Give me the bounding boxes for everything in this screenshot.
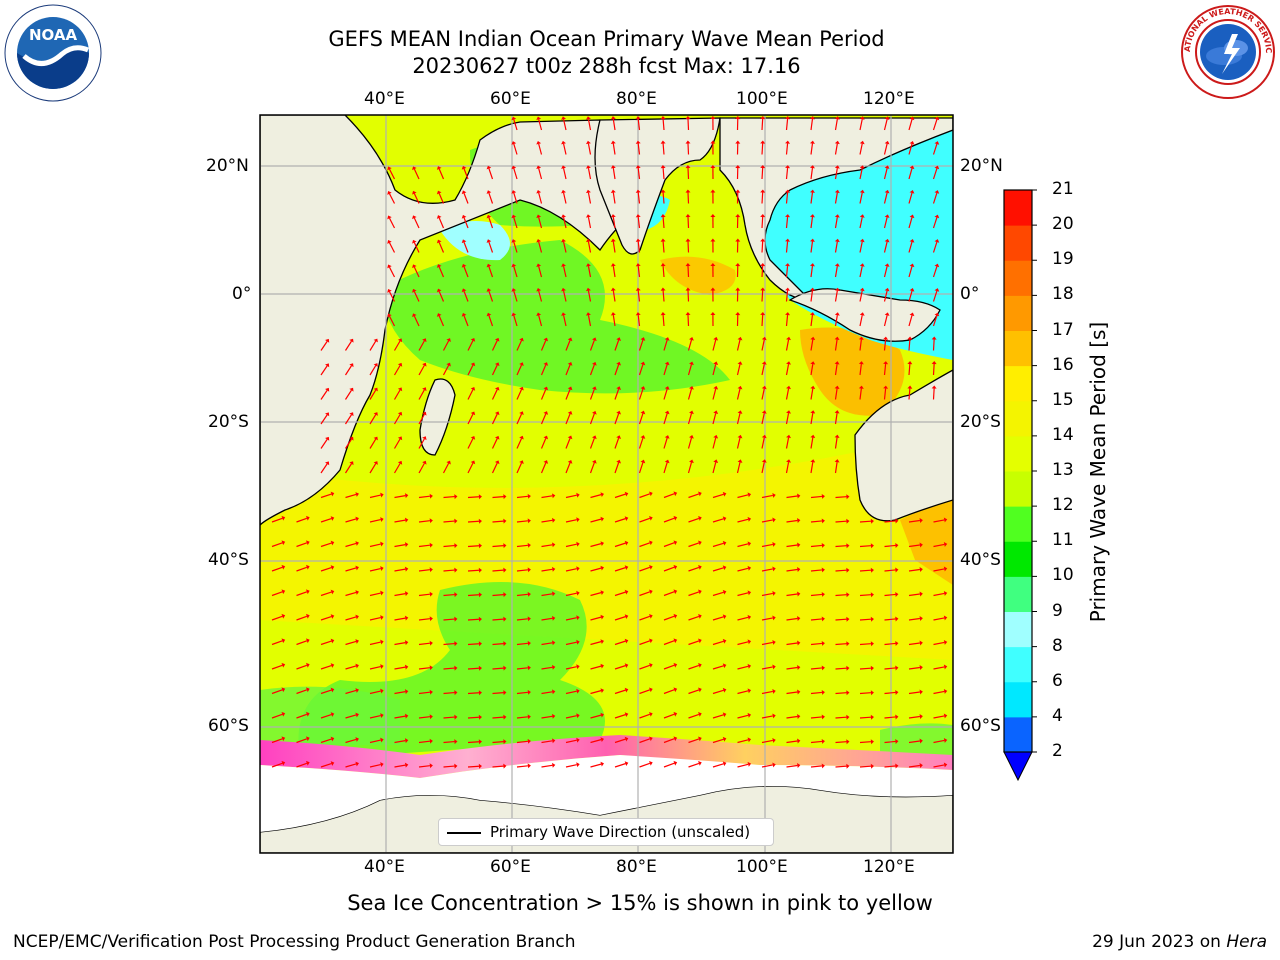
sea-ice-cover [260, 755, 953, 832]
colorbar-segment-8 [1004, 435, 1032, 472]
colorbar-level-label-4: 4 [1052, 705, 1063, 726]
legend: Primary Wave Direction (unscaled) [438, 818, 774, 846]
footer-right-date: 29 Jun 2023 on Hera [1092, 932, 1267, 952]
colorbar-segment-14 [1004, 225, 1032, 261]
colorbar-level-label-19: 19 [1052, 249, 1074, 270]
colorbar-label: Primary Wave Mean Period [s] [1086, 321, 1110, 623]
colorbar-level-label-16: 16 [1052, 354, 1074, 375]
lon-tick-top-80e: 80°E [616, 89, 657, 109]
sea-ice-note: Sea Ice Concentration > 15% is shown in … [347, 891, 933, 915]
lat-tick-left-20n: 20°N [206, 156, 249, 176]
sea-ice-edge [260, 735, 953, 778]
colorbar-level-label-21: 21 [1052, 179, 1074, 199]
lon-tick-bottom-60e: 60°E [490, 857, 531, 877]
map-title-line1: GEFS MEAN Indian Ocean Primary Wave Mean… [328, 27, 885, 51]
footer-date-text: 29 Jun 2023 on [1092, 932, 1227, 952]
gridlines [260, 115, 953, 853]
footer-left-credit: NCEP/EMC/Verification Post Processing Pr… [13, 932, 576, 952]
period-zone-yellow [260, 430, 953, 660]
lon-tick-bottom-80e: 80°E [616, 857, 657, 877]
colorbar-level-label-9: 9 [1052, 600, 1063, 621]
lon-tick-top-40e: 40°E [364, 89, 405, 109]
land-sumatra-borneo [788, 288, 941, 342]
map-panel [260, 115, 953, 853]
colorbar-under-arrow [1003, 751, 1033, 782]
colorbar-segment-5 [1004, 541, 1032, 577]
lon-tick-top-100e: 100°E [736, 89, 788, 109]
footer-machine-name: Hera [1226, 932, 1267, 952]
legend-label: Primary Wave Direction (unscaled) [490, 823, 751, 841]
period-zone-orange-bay [660, 256, 736, 295]
lat-tick-left-0: 0° [232, 284, 252, 304]
colorbar-segment-3 [1004, 611, 1032, 648]
colorbar-level-label-6: 6 [1052, 670, 1063, 691]
colorbar-segment-7 [1004, 471, 1032, 507]
lat-tick-right-20s: 20°S [960, 412, 1001, 432]
lon-tick-top-120e: 120°E [863, 89, 915, 109]
colorbar-level-label-15: 15 [1052, 389, 1074, 410]
colorbar-level-label-10: 10 [1052, 565, 1074, 586]
lat-tick-right-60s: 60°S [960, 716, 1001, 736]
colorbar-segment-6 [1004, 506, 1032, 542]
period-zone-green-southwest [260, 686, 400, 745]
colorbar-level-label-18: 18 [1052, 284, 1074, 305]
noaa-logo: NOAA [4, 4, 102, 102]
wave-direction-arrows [271, 116, 948, 769]
lat-tick-left-20s: 20°S [208, 412, 249, 432]
national-weather-service-logo: NATIONAL WEATHER SERVICE [1177, 0, 1276, 100]
lon-tick-bottom-100e: 100°E [736, 857, 788, 877]
lat-tick-left-40s: 40°S [208, 550, 249, 570]
period-zone-cyan-somali [440, 221, 510, 261]
colorbar-segment-1 [1004, 681, 1032, 718]
colorbar-level-label-8: 8 [1052, 635, 1063, 656]
colorbar-segment-4 [1004, 576, 1032, 612]
colorbar-level-label-20: 20 [1052, 214, 1074, 235]
colorbar-level-label-11: 11 [1052, 530, 1074, 551]
lon-tick-bottom-120e: 120°E [863, 857, 915, 877]
colorbar-segment-10 [1004, 365, 1032, 402]
map-frame [259, 114, 954, 854]
colorbar-segment-2 [1004, 646, 1032, 683]
colorbar-segment-0 [1004, 716, 1032, 753]
lat-tick-right-20n: 20°N [960, 156, 1003, 176]
land-africa-arabia [260, 115, 661, 526]
colorbar-segment-15 [1004, 190, 1032, 226]
noaa-logo-text: NOAA [29, 26, 78, 44]
colorbar-segment-13 [1004, 260, 1032, 296]
legend-line-swatch [447, 832, 481, 834]
lat-tick-right-0: 0° [960, 284, 980, 304]
colorbar-segment-12 [1004, 295, 1032, 331]
lon-tick-bottom-40e: 40°E [364, 857, 405, 877]
land-southeast-asia [719, 117, 953, 301]
colorbar-level-label-12: 12 [1052, 495, 1074, 516]
map-title-line2: 20230627 t00z 288h fcst Max: 17.16 [412, 54, 801, 78]
colorbar-level-label-13: 13 [1052, 460, 1074, 480]
land-australia [854, 369, 953, 522]
colorbar-segment-11 [1004, 330, 1032, 367]
colorbar-level-label-17: 17 [1052, 319, 1074, 340]
colorbar-level-label-2: 2 [1052, 741, 1063, 761]
lon-tick-top-60e: 60°E [490, 89, 531, 109]
lat-tick-left-60s: 60°S [208, 716, 249, 736]
colorbar [1003, 189, 1037, 782]
lat-tick-right-40s: 40°S [960, 550, 1001, 570]
colorbar-segment-9 [1004, 400, 1032, 437]
period-zone-orange-east [800, 327, 905, 416]
period-zone-green-equatorial [380, 240, 730, 394]
colorbar-level-label-14: 14 [1052, 424, 1074, 445]
